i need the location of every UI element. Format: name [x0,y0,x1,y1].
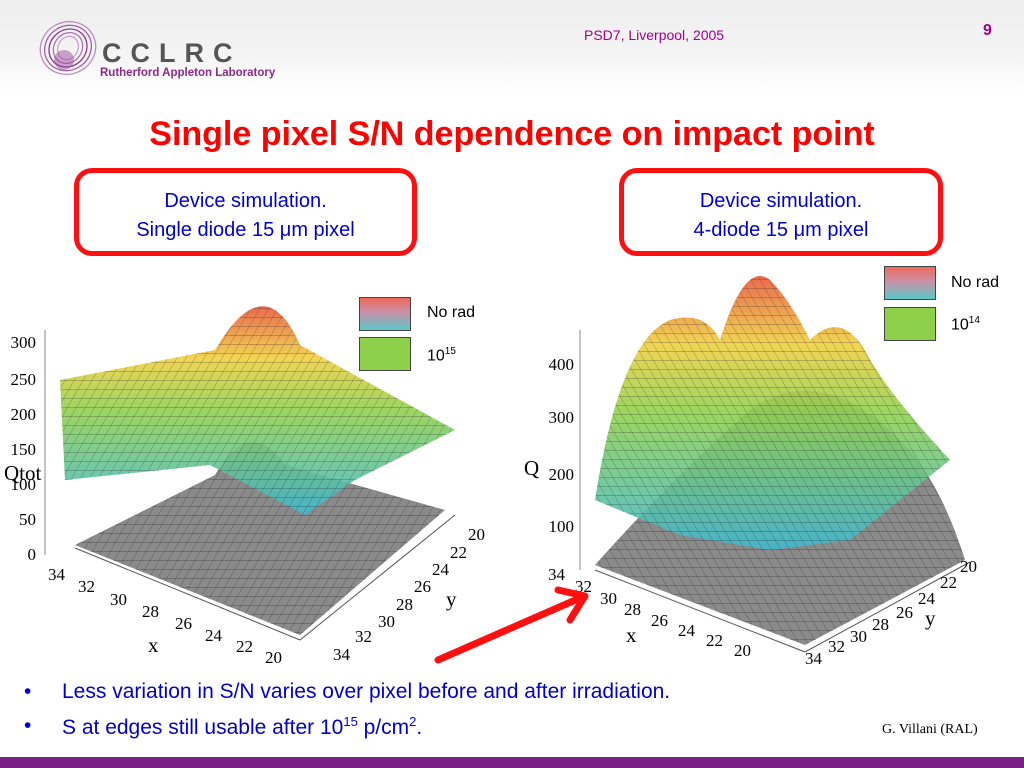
header-band [0,0,1024,92]
left-xtick: 28 [142,602,159,621]
left-description-box: Device simulation. Single diode 15 μm pi… [74,168,417,256]
left-xlabel: x [148,633,159,657]
left-ztick: 200 [11,405,37,424]
cclrc-logo-icon [39,20,97,76]
logo-text: CCLRC [102,38,242,68]
left-ytick: 24 [432,560,450,579]
left-xtick: 22 [236,637,253,656]
legend-right-norad-swatch [884,266,936,300]
left-xtick: 32 [78,577,95,596]
legend-right-irr-label: 1014 [951,315,980,334]
left-ztick: 0 [28,545,37,564]
slide-title: Single pixel S/N dependence on impact po… [149,115,875,153]
right-ztick: 300 [549,408,575,427]
author-credit: G. Villani (RAL) [882,722,978,737]
left-ytick: 28 [396,595,413,614]
right-ytick: 22 [940,573,957,592]
right-xlabel: x [626,623,637,647]
left-xtick: 24 [205,626,223,645]
legend-left-norad-label: No rad [427,304,476,321]
left-x-axis [74,547,301,641]
logo-subtitle: Rutherford Appleton Laboratory [100,67,276,79]
right-xtick: 20 [734,641,751,660]
left-ztick: 250 [11,370,37,389]
left-ztick: 150 [11,440,37,459]
left-xtick: 26 [175,614,192,633]
left-ztick: 100 [11,475,37,494]
legend-right-irr-swatch [884,307,936,341]
right-y-axis [804,561,971,653]
bullet-dot: • [24,680,32,703]
right-ztick: 400 [549,355,575,374]
right-zlabel: Q [524,456,539,480]
right-ytick: 32 [828,637,845,656]
legend-left-irr-label: 1015 [427,346,456,365]
right-x-axis [594,569,806,653]
left-y-axis [299,514,456,641]
right-ytick: 20 [960,557,977,576]
footer-bar [0,757,1024,768]
left-ylabel: y [446,587,457,611]
legend-left-norad-swatch [359,297,411,331]
right-xtick: 22 [706,631,723,650]
legend-left-irr-swatch [359,337,411,371]
right-ytick: 26 [896,603,913,622]
left-zlabel: Qtot [4,461,42,485]
right-xtick: 34 [548,565,566,584]
left-ytick: 20 [468,525,485,544]
left-box-line1: Device simulation. [164,190,327,212]
right-ytick: 34 [805,649,823,668]
right-xtick: 30 [600,589,617,608]
bullet-text: S at edges still usable after 1015 p/cm2… [62,714,423,739]
right-ylabel: y [925,606,936,630]
right-surface-plot: Q 400 300 200 100 34 32 30 28 26 24 22 2… [524,276,977,668]
left-box-line2: Single diode 15 μm pixel [136,219,355,241]
left-ztick: 300 [11,333,37,352]
right-xtick: 24 [678,621,696,640]
conference-label: PSD7, Liverpool, 2005 [584,27,725,43]
left-xtick: 34 [48,565,66,584]
red-arrow-icon [434,586,589,664]
right-box-line1: Device simulation. [699,190,863,212]
left-xtick: 30 [110,590,127,609]
right-xtick: 26 [651,611,668,630]
right-description-box: Device simulation. 4-diode 15 μm pixel [619,168,943,256]
bullet-text: Less variation in S/N varies over pixel … [62,680,671,703]
left-ytick: 32 [355,627,372,646]
right-ztick: 100 [549,517,575,536]
left-ytick: 22 [450,543,467,562]
left-xtick: 20 [265,648,282,667]
left-ytick: 26 [414,577,431,596]
right-xtick: 28 [624,600,641,619]
right-ytick: 30 [850,627,867,646]
legend-right-norad-label: No rad [951,274,1000,291]
left-ytick: 30 [378,612,395,631]
right-box-line2: 4-diode 15 μm pixel [693,219,869,241]
left-surface-plot: Qtot 300 250 200 150 100 50 0 34 32 30 2… [4,306,485,667]
right-ztick: 200 [549,465,575,484]
left-ztick: 50 [19,510,36,529]
left-ytick: 34 [333,645,351,664]
page-number: 9 [983,22,992,39]
bullet-dot: • [24,714,32,737]
right-ytick: 28 [872,615,889,634]
right-ytick: 24 [918,589,936,608]
